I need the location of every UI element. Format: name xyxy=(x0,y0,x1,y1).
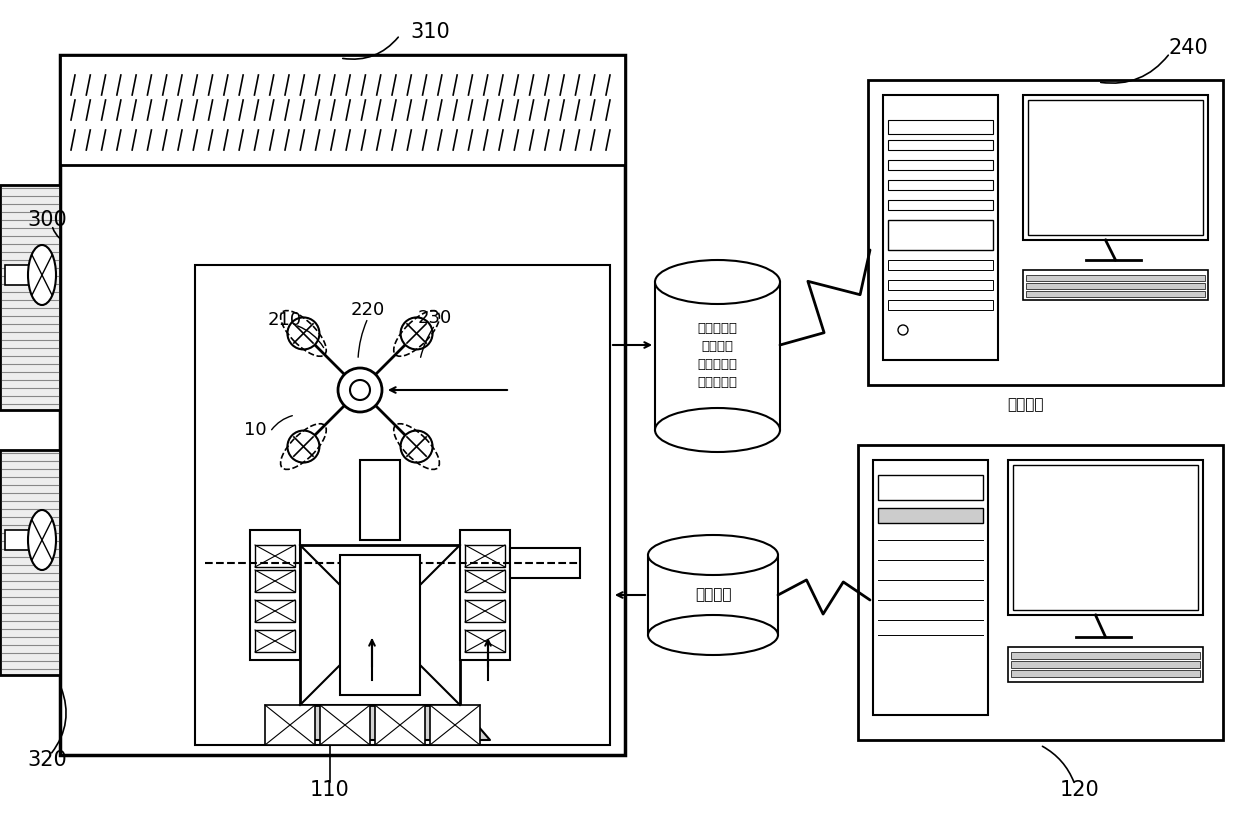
Bar xyxy=(340,555,420,695)
Bar xyxy=(5,265,35,285)
Circle shape xyxy=(401,431,433,462)
Bar xyxy=(1011,661,1200,668)
Bar xyxy=(1023,270,1208,300)
Text: 控制指令: 控制指令 xyxy=(694,588,732,602)
Bar xyxy=(1025,291,1205,297)
Circle shape xyxy=(350,380,370,400)
Bar xyxy=(250,530,300,660)
Bar xyxy=(1008,647,1203,682)
Bar xyxy=(888,300,993,310)
Ellipse shape xyxy=(649,615,777,655)
Circle shape xyxy=(288,431,320,462)
Bar xyxy=(1013,465,1198,610)
Bar xyxy=(888,220,993,250)
Bar xyxy=(5,530,35,550)
Bar xyxy=(374,705,425,745)
Bar xyxy=(265,705,315,745)
Bar xyxy=(1011,670,1200,677)
Bar xyxy=(1025,275,1205,281)
Bar xyxy=(868,80,1223,385)
Text: 域控制器: 域控制器 xyxy=(1007,397,1044,413)
Ellipse shape xyxy=(655,260,780,304)
Bar xyxy=(430,705,480,745)
Bar xyxy=(883,95,998,360)
Bar xyxy=(195,265,610,745)
Bar xyxy=(320,705,370,745)
Bar xyxy=(878,508,983,523)
Text: 210: 210 xyxy=(268,311,303,329)
Bar xyxy=(0,450,60,675)
Bar xyxy=(255,570,295,592)
Bar xyxy=(465,630,505,652)
Bar xyxy=(888,120,993,134)
Circle shape xyxy=(288,317,320,349)
Bar xyxy=(300,545,460,705)
Bar xyxy=(873,460,988,715)
Text: 120: 120 xyxy=(1060,780,1100,800)
Bar xyxy=(888,160,993,170)
Ellipse shape xyxy=(29,245,56,305)
Bar xyxy=(888,140,993,150)
Text: 10: 10 xyxy=(244,421,267,439)
Bar xyxy=(360,460,401,540)
Bar xyxy=(649,555,777,635)
Bar xyxy=(0,185,60,410)
Bar xyxy=(878,475,983,500)
Bar xyxy=(888,260,993,270)
Text: 230: 230 xyxy=(418,309,453,327)
Bar xyxy=(460,530,510,660)
Bar xyxy=(1008,460,1203,615)
Ellipse shape xyxy=(29,510,56,570)
Bar xyxy=(255,630,295,652)
Bar xyxy=(60,55,625,755)
Bar xyxy=(255,600,295,622)
Circle shape xyxy=(401,317,433,349)
Text: 300: 300 xyxy=(27,210,67,230)
Text: 320: 320 xyxy=(27,750,67,770)
Bar xyxy=(1025,283,1205,289)
Bar xyxy=(888,200,993,210)
Text: 240: 240 xyxy=(1168,38,1208,58)
Circle shape xyxy=(339,368,382,412)
Bar xyxy=(255,545,295,567)
Bar xyxy=(510,548,580,578)
Bar xyxy=(465,600,505,622)
Ellipse shape xyxy=(649,535,777,575)
Bar xyxy=(888,280,993,290)
Polygon shape xyxy=(270,705,490,740)
Text: 110: 110 xyxy=(310,780,350,800)
Text: 310: 310 xyxy=(410,22,450,42)
Text: 220: 220 xyxy=(351,301,386,319)
Bar xyxy=(60,55,625,165)
Bar xyxy=(858,445,1223,740)
Text: 力、力矩、
电压、电
流、转速、
加速度信息: 力、力矩、 电压、电 流、转速、 加速度信息 xyxy=(697,322,738,390)
Bar xyxy=(1011,652,1200,659)
Bar xyxy=(1023,95,1208,240)
Bar xyxy=(888,180,993,190)
Bar xyxy=(1028,100,1203,235)
Ellipse shape xyxy=(655,408,780,452)
Circle shape xyxy=(898,325,908,335)
Bar xyxy=(465,570,505,592)
Bar xyxy=(465,545,505,567)
Bar xyxy=(655,282,780,430)
